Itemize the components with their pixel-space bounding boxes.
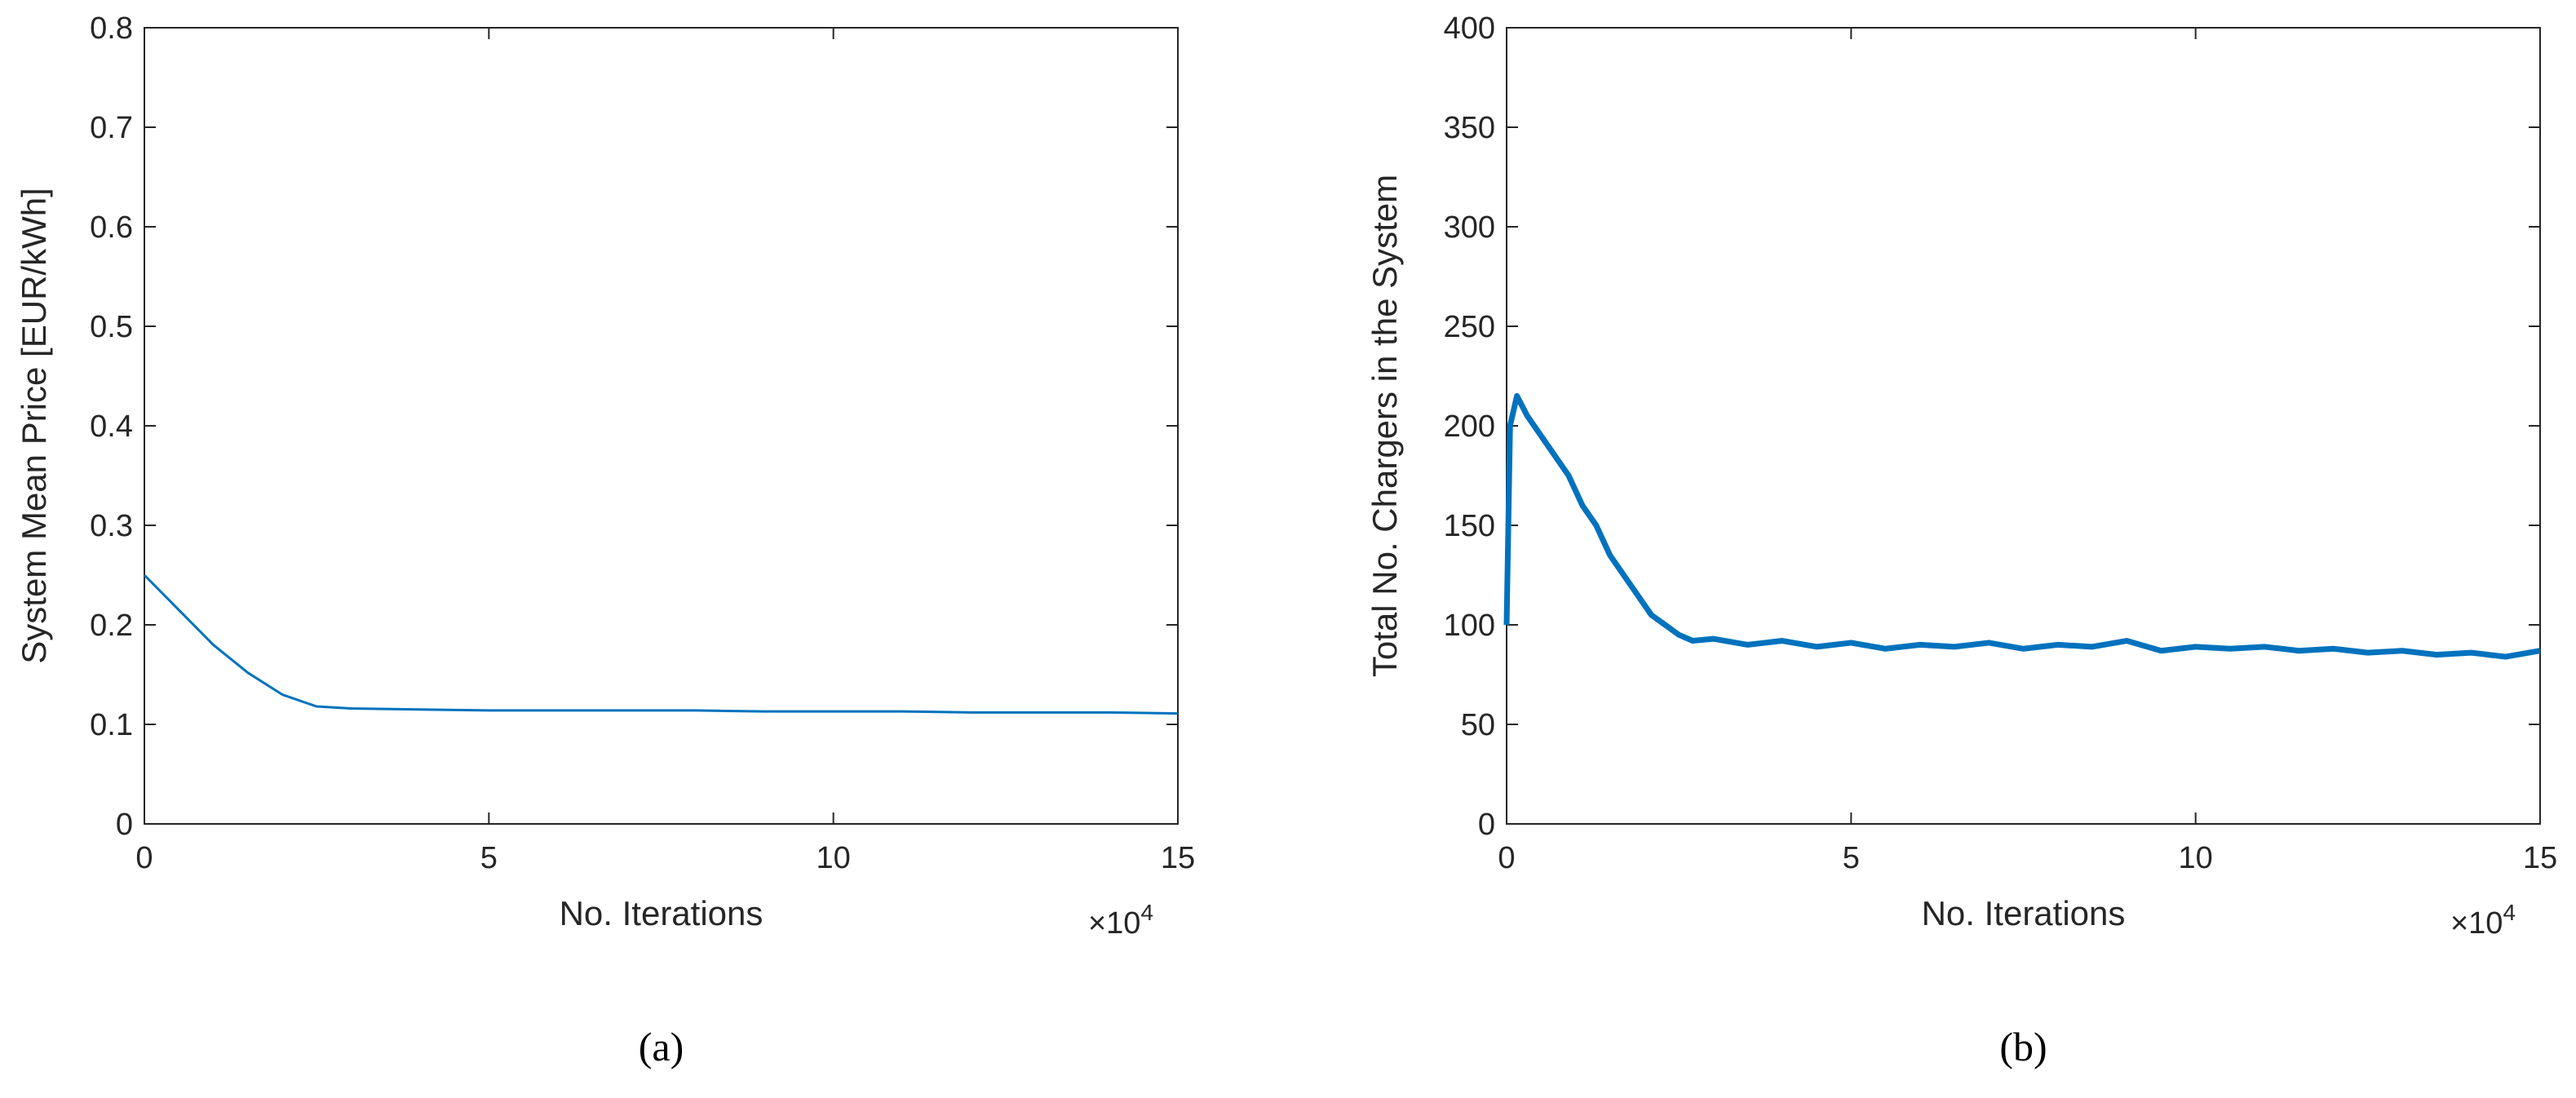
y-axis-label: System Mean Price [EUR/kWh] [15, 188, 53, 663]
x-tick-label: 5 [480, 841, 498, 875]
caption: (b) [1999, 1024, 2047, 1069]
data-line [143, 573, 1179, 715]
y-axis-label: Total No. Chargers in the System [1365, 175, 1404, 677]
y-tick-label: 250 [1444, 310, 1495, 344]
x-multiplier: ×104 [1088, 900, 1153, 941]
x-tick-label: 15 [2523, 841, 2557, 875]
x-axis-label: No. Iterations [560, 894, 764, 932]
x-multiplier-exponent: 4 [2503, 900, 2516, 925]
y-tick-label: 400 [1444, 11, 1495, 46]
plot-area [1506, 27, 2541, 825]
y-tick-label: 200 [1444, 410, 1495, 444]
plot-area [144, 27, 1179, 825]
x-axis-label: No. Iterations [1922, 894, 2126, 932]
x-tick-label: 0 [1498, 841, 1515, 875]
y-tick-label: 0.5 [90, 310, 133, 344]
y-tick-label: 0.2 [90, 609, 133, 643]
x-tick-label: 15 [1161, 841, 1195, 875]
y-tick-label: 0.8 [90, 11, 133, 46]
y-tick-label: 50 [1461, 708, 1495, 742]
x-tick-label: 10 [2179, 841, 2213, 875]
y-tick-label: 350 [1444, 111, 1495, 145]
x-tick-label: 5 [1843, 841, 1860, 875]
y-tick-label: 0 [1478, 808, 1495, 842]
y-tick-label: 0.4 [90, 410, 133, 444]
data-line [1503, 392, 2541, 660]
x-tick-label: 0 [135, 841, 153, 875]
y-tick-label: 0.1 [90, 708, 133, 742]
y-tick-label: 0.7 [90, 111, 133, 145]
caption: (a) [639, 1024, 684, 1069]
y-tick-label: 150 [1444, 509, 1495, 543]
x-multiplier-exponent: 4 [1140, 900, 1153, 925]
x-multiplier: ×104 [2450, 900, 2516, 941]
x-multiplier-base: ×10 [1088, 906, 1140, 941]
y-tick-label: 300 [1444, 210, 1495, 245]
x-multiplier-base: ×10 [2450, 906, 2503, 941]
x-tick-label: 10 [817, 841, 851, 875]
y-tick-label: 100 [1444, 609, 1495, 643]
y-tick-label: 0.6 [90, 210, 133, 245]
y-tick-label: 0.3 [90, 509, 133, 543]
y-tick-label: 0 [116, 808, 133, 842]
